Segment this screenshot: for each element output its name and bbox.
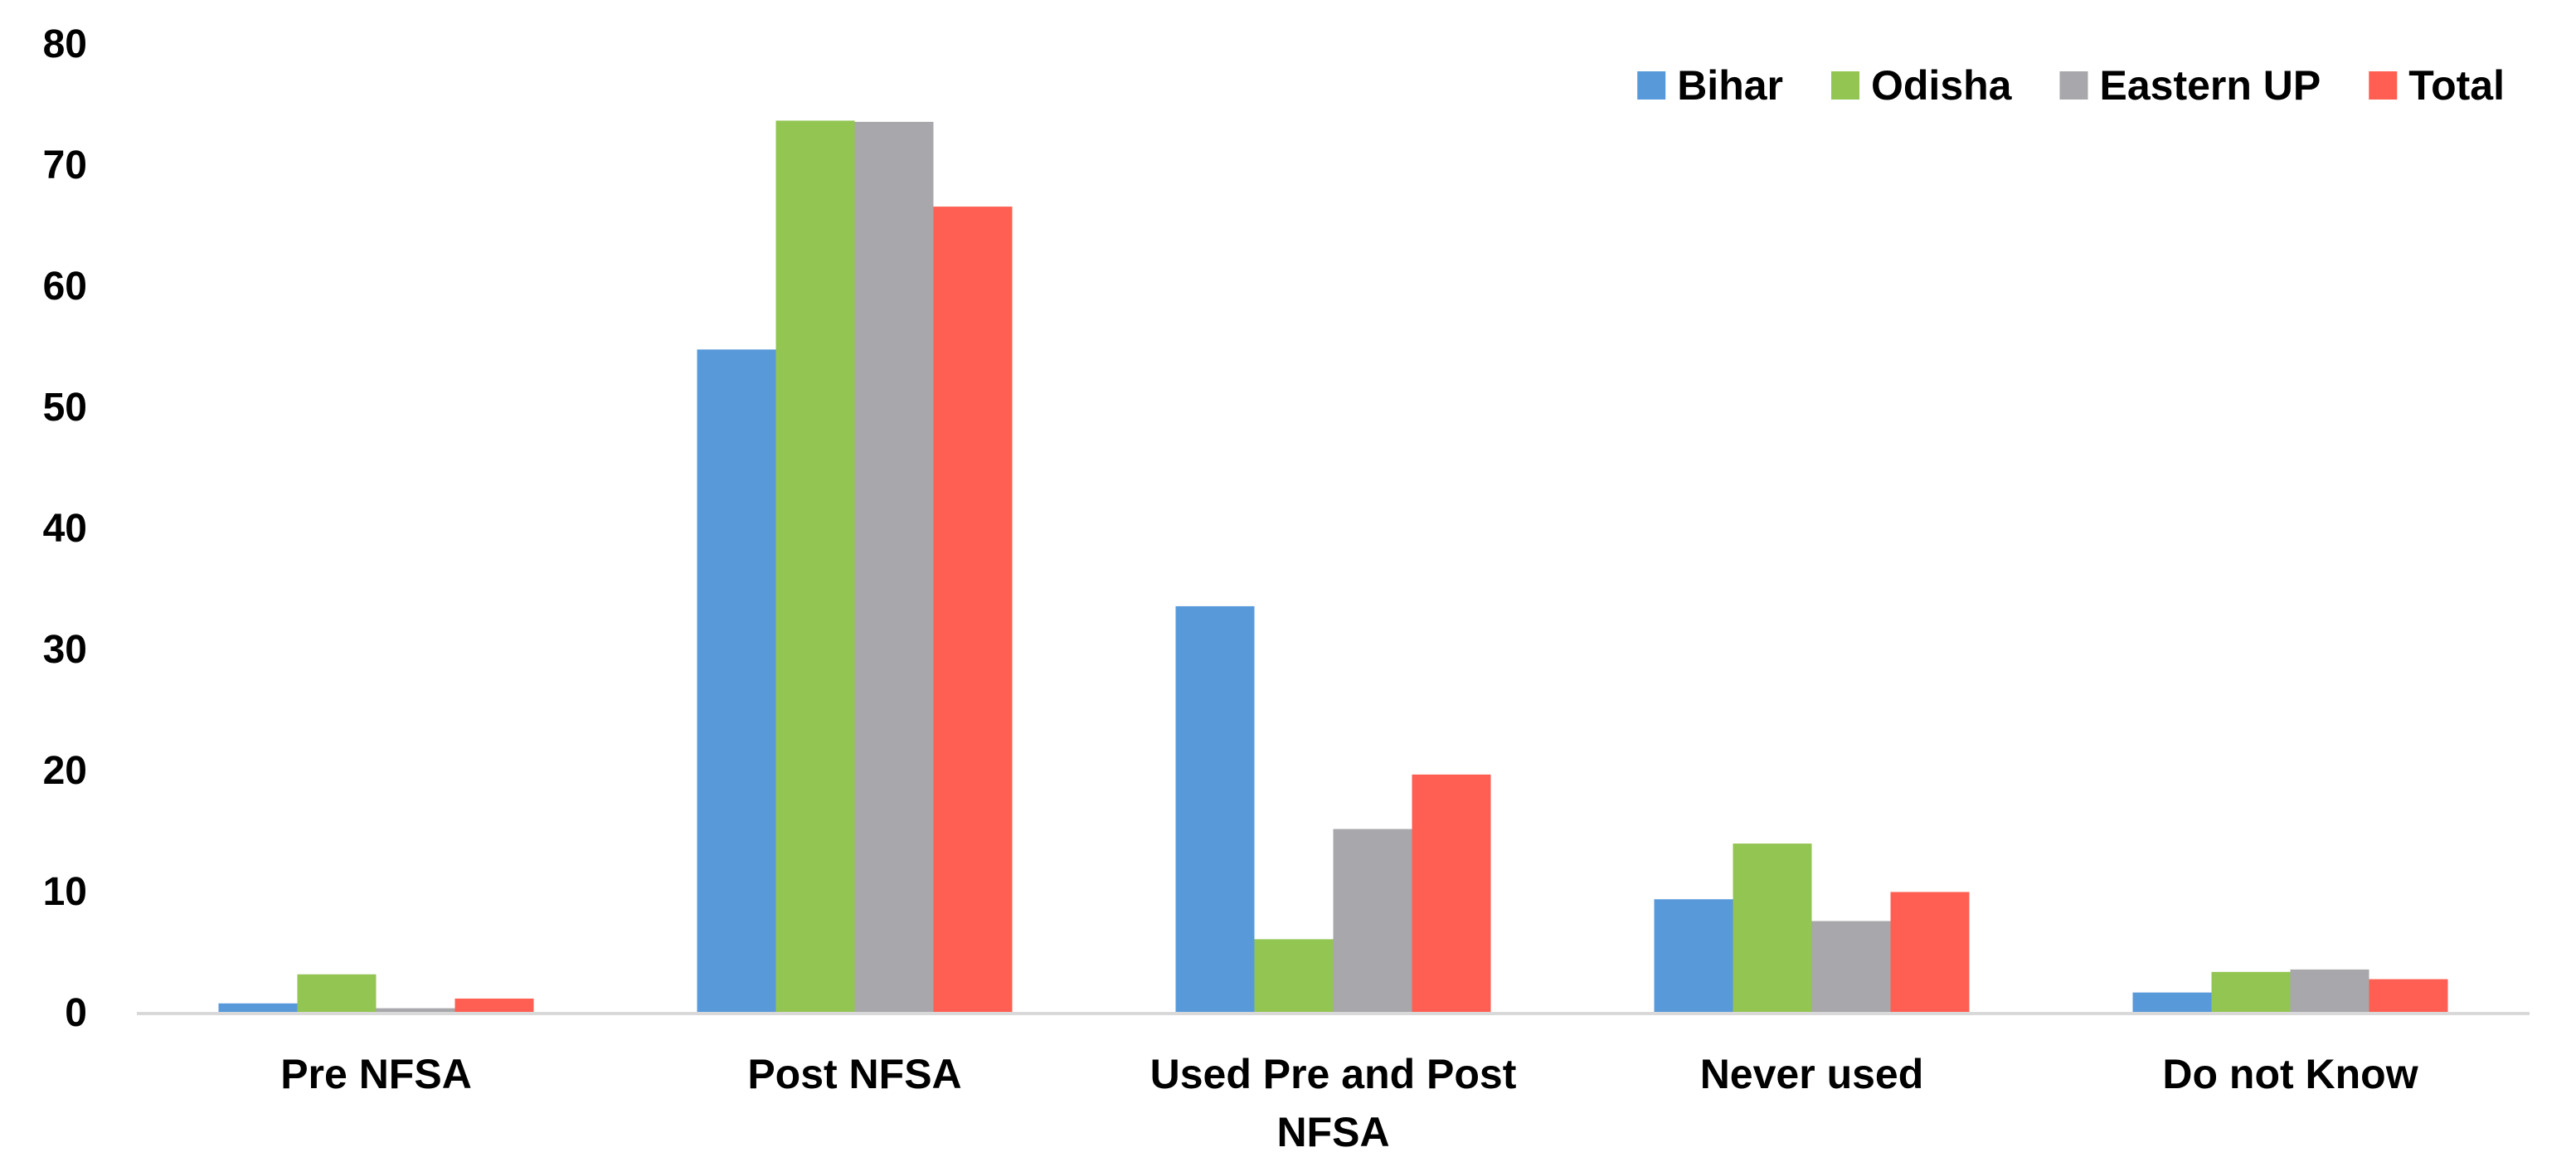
bar-total-1 (454, 998, 534, 1012)
bar-total-2 (933, 207, 1013, 1013)
bar-bihar-5 (2132, 992, 2212, 1012)
bar-odisha-1 (297, 974, 377, 1012)
bar-eastern-up-5 (2290, 969, 2369, 1012)
x-tick-label: Do not Know (2162, 1051, 2418, 1097)
bar-odisha-2 (775, 120, 855, 1013)
legend-label: Bihar (1677, 62, 1783, 109)
x-tick-label: Used Pre and Post (1150, 1051, 1517, 1097)
bar-bihar-2 (697, 349, 776, 1012)
legend-swatch-total (2369, 71, 2398, 100)
y-tick-label: 50 (43, 386, 87, 430)
legend-label: Total (2408, 62, 2505, 109)
bars (218, 120, 2448, 1013)
bar-odisha-4 (1733, 844, 1812, 1012)
legend-label: Eastern UP (2099, 62, 2321, 109)
x-tick-label: Post NFSA (747, 1051, 961, 1097)
bar-bihar-3 (1175, 605, 1255, 1012)
bar-eastern-up-2 (854, 121, 934, 1012)
legend-swatch-odisha (1831, 71, 1859, 100)
bar-odisha-3 (1254, 939, 1334, 1012)
y-tick-label: 10 (43, 870, 87, 914)
y-tick-label: 80 (43, 22, 87, 66)
y-tick-label: 40 (43, 507, 87, 551)
y-tick-label: 0 (65, 991, 87, 1035)
bar-total-5 (2369, 979, 2448, 1012)
bar-total-3 (1412, 774, 1491, 1012)
bar-odisha-5 (2211, 971, 2291, 1012)
bar-bihar-1 (218, 1003, 298, 1012)
x-axis-labels: Pre NFSA Post NFSA Used Pre and Post NFSA Ne… (280, 1051, 2418, 1155)
legend: Bihar Odisha Eastern UP Total (1637, 62, 2505, 109)
bar-eastern-up-3 (1333, 829, 1412, 1012)
bar-bihar-4 (1654, 899, 1733, 1012)
y-axis-ticks: 0 10 20 30 40 50 60 70 80 (43, 22, 87, 1035)
y-tick-label: 70 (43, 143, 87, 187)
legend-swatch-bihar (1637, 71, 1666, 100)
y-tick-label: 20 (43, 749, 87, 793)
bar-total-4 (1890, 892, 1970, 1012)
bar-eastern-up-1 (376, 1008, 455, 1012)
bar-eastern-up-4 (1811, 921, 1891, 1012)
legend-swatch-eastern-up (2059, 71, 2088, 100)
y-tick-label: 60 (43, 265, 87, 309)
legend-label: Odisha (1871, 62, 2013, 109)
x-tick-label: Never used (1700, 1051, 1924, 1097)
y-tick-label: 30 (43, 628, 87, 672)
x-tick-label: Pre NFSA (280, 1051, 472, 1097)
x-tick-label: NFSA (1276, 1109, 1389, 1155)
